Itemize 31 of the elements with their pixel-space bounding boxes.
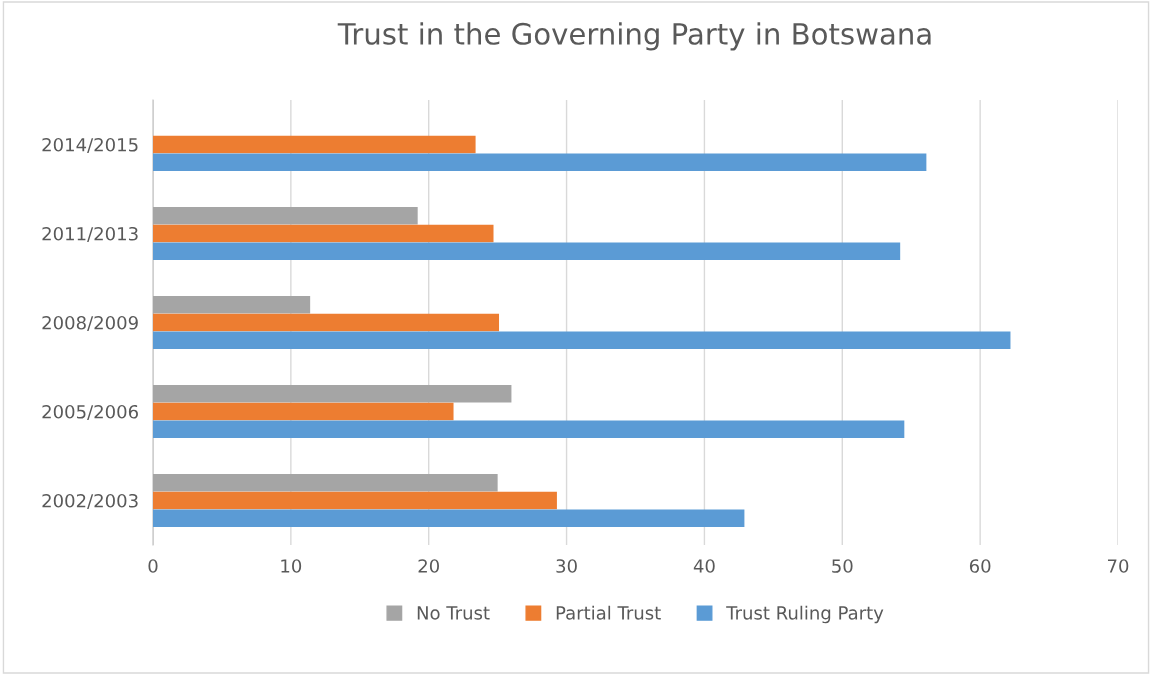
bar: [153, 402, 454, 421]
chart-title: Trust in the Governing Party in Botswana: [337, 22, 931, 51]
bar: [153, 491, 557, 510]
bar: [153, 153, 927, 172]
bar: [153, 331, 1011, 350]
legend-label: Trust Ruling Party: [726, 605, 884, 624]
bar: [153, 295, 311, 314]
y-tick-label: 2002/2003: [42, 493, 138, 510]
x-tick-label: 0: [148, 559, 158, 573]
x-tick-label: 50: [832, 559, 853, 573]
bar: [153, 384, 512, 403]
x-tick-label: 70: [1107, 559, 1129, 573]
x-tick-label: 10: [281, 559, 302, 573]
y-tick-label: 2008/2009: [42, 315, 138, 332]
x-tick-label: 40: [693, 559, 715, 573]
bar: [153, 206, 418, 225]
y-tick-label: 2014/2015: [42, 137, 138, 154]
legend-label: No Trust: [417, 606, 490, 620]
x-tick-label: 60: [969, 559, 991, 573]
y-tick-label: 2011/2013: [42, 226, 138, 243]
bar: [153, 420, 905, 439]
bar: [153, 509, 745, 528]
bar: [153, 224, 494, 243]
bar: [153, 242, 901, 261]
bar: [153, 313, 500, 332]
bar: [153, 473, 498, 492]
bar: [153, 135, 476, 154]
x-tick-label: 30: [556, 559, 577, 573]
x-tick-label: 20: [418, 559, 439, 573]
legend-label: Partial Trust: [556, 605, 661, 620]
y-tick-label: 2005/2006: [42, 404, 138, 421]
